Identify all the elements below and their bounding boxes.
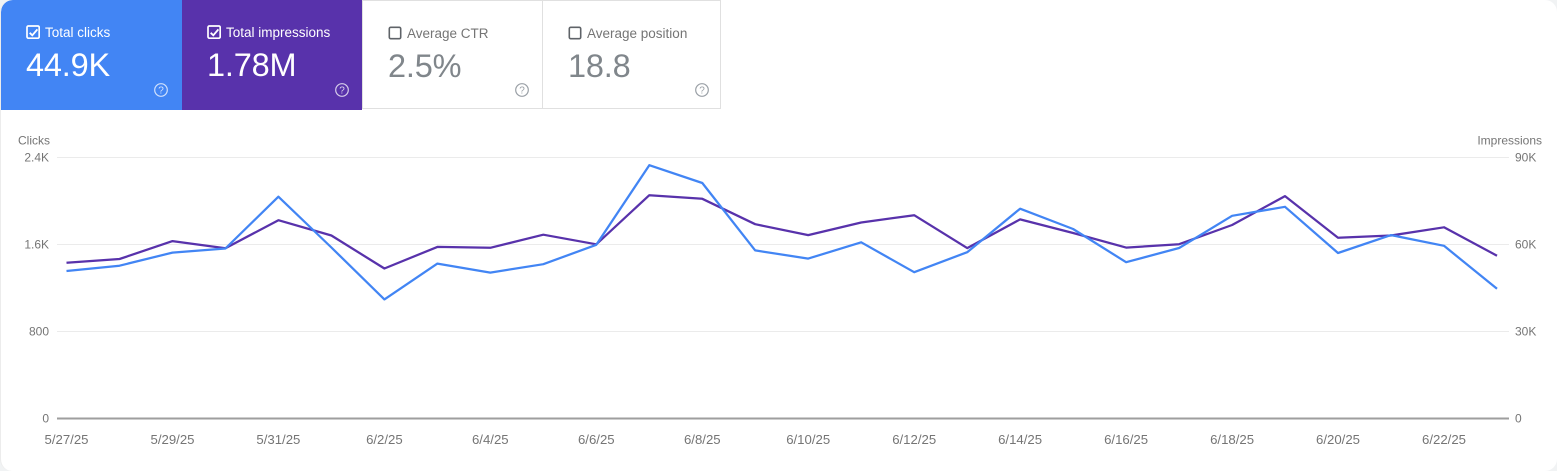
svg-text:6/6/25: 6/6/25 <box>578 432 615 447</box>
svg-text:5/31/25: 5/31/25 <box>256 432 300 447</box>
svg-text:0: 0 <box>1515 412 1522 426</box>
svg-text:6/2/25: 6/2/25 <box>366 432 403 447</box>
svg-text:5/29/25: 5/29/25 <box>151 432 195 447</box>
svg-text:Impressions: Impressions <box>1477 134 1542 148</box>
svg-text:6/14/25: 6/14/25 <box>998 432 1042 447</box>
svg-text:6/4/25: 6/4/25 <box>472 432 509 447</box>
svg-text:6/8/25: 6/8/25 <box>684 432 721 447</box>
svg-text:90K: 90K <box>1515 151 1536 165</box>
svg-text:60K: 60K <box>1515 238 1536 252</box>
svg-text:0: 0 <box>42 412 49 426</box>
svg-text:6/20/25: 6/20/25 <box>1316 432 1360 447</box>
svg-text:?: ? <box>339 85 345 96</box>
svg-text:5/27/25: 5/27/25 <box>45 432 89 447</box>
svg-text:?: ? <box>158 85 164 96</box>
svg-text:6/22/25: 6/22/25 <box>1422 432 1466 447</box>
svg-text:6/12/25: 6/12/25 <box>892 432 936 447</box>
svg-text:Clicks: Clicks <box>18 134 50 148</box>
svg-text:2.4K: 2.4K <box>24 151 49 165</box>
svg-text:6/16/25: 6/16/25 <box>1104 432 1148 447</box>
svg-text:6/18/25: 6/18/25 <box>1210 432 1254 447</box>
svg-text:?: ? <box>699 85 705 96</box>
svg-text:800: 800 <box>29 325 49 339</box>
svg-text:30K: 30K <box>1515 325 1536 339</box>
svg-text:?: ? <box>519 85 525 96</box>
svg-text:1.6K: 1.6K <box>24 238 49 252</box>
svg-text:6/10/25: 6/10/25 <box>786 432 830 447</box>
